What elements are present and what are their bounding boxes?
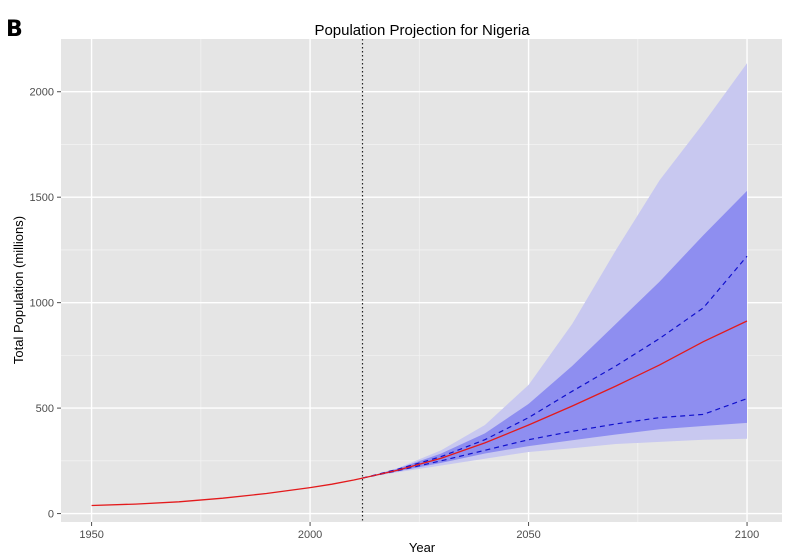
- y-tick-label: 1500: [30, 192, 54, 204]
- pi80-upper-line: [362, 255, 748, 479]
- median-projection-line: [362, 320, 748, 479]
- inner-uncertainty-band: [362, 190, 747, 479]
- y-axis: 0 500 1000 1500 2000: [30, 87, 61, 521]
- y-tick-label: 1000: [30, 298, 54, 310]
- x-axis: 1950 2000 2050 2100: [79, 522, 759, 541]
- x-tick-label: 2100: [735, 529, 759, 541]
- y-tick-label: 0: [48, 509, 54, 521]
- y-axis-title: Total Population (millions): [11, 216, 26, 364]
- x-tick-label: 1950: [79, 529, 103, 541]
- x-tick-label: 2000: [298, 529, 322, 541]
- x-tick-label: 2050: [516, 529, 540, 541]
- y-tick-label: 2000: [30, 87, 54, 99]
- y-tick-label: 500: [36, 403, 54, 415]
- x-axis-title: Year: [409, 540, 436, 555]
- panel-label: B: [6, 17, 23, 42]
- pi80-lower-line: [362, 398, 748, 479]
- chart-title: Population Projection for Nigeria: [314, 22, 530, 39]
- historical-line: [91, 477, 363, 507]
